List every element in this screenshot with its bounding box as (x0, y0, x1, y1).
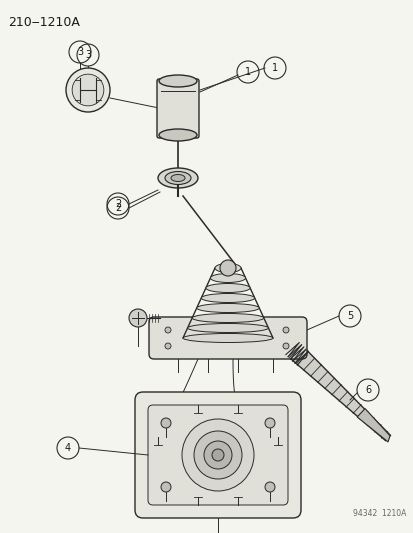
Text: 1: 1 (244, 67, 250, 77)
Text: 2: 2 (114, 203, 121, 213)
FancyBboxPatch shape (157, 79, 199, 138)
Circle shape (282, 343, 288, 349)
Ellipse shape (201, 294, 254, 303)
Circle shape (204, 441, 231, 469)
Circle shape (282, 327, 288, 333)
Ellipse shape (187, 324, 268, 333)
Text: 4: 4 (65, 443, 71, 453)
Circle shape (161, 482, 171, 492)
Circle shape (211, 449, 223, 461)
Circle shape (165, 327, 171, 333)
Circle shape (66, 68, 110, 112)
Ellipse shape (210, 273, 245, 282)
Ellipse shape (159, 129, 197, 141)
FancyBboxPatch shape (147, 405, 287, 505)
Circle shape (182, 419, 254, 491)
Text: 5: 5 (346, 311, 352, 321)
Ellipse shape (165, 172, 190, 184)
FancyBboxPatch shape (149, 317, 306, 359)
Ellipse shape (183, 334, 272, 343)
Circle shape (194, 431, 242, 479)
Polygon shape (356, 409, 389, 442)
Circle shape (161, 418, 171, 428)
Ellipse shape (171, 174, 185, 182)
Circle shape (264, 418, 274, 428)
Ellipse shape (158, 168, 197, 188)
Text: 3: 3 (85, 50, 91, 60)
Text: 1: 1 (271, 63, 278, 73)
Ellipse shape (214, 263, 240, 272)
Text: 2: 2 (114, 199, 121, 209)
Polygon shape (285, 342, 389, 441)
Circle shape (165, 343, 171, 349)
Circle shape (129, 309, 147, 327)
FancyBboxPatch shape (135, 392, 300, 518)
Circle shape (72, 74, 104, 106)
Text: 94342  1210A: 94342 1210A (352, 509, 405, 518)
Text: 3: 3 (77, 47, 83, 57)
Ellipse shape (196, 303, 259, 312)
Ellipse shape (159, 75, 197, 87)
Ellipse shape (205, 284, 249, 293)
Text: 210‒1210A: 210‒1210A (8, 16, 80, 29)
Text: 6: 6 (364, 385, 370, 395)
Ellipse shape (192, 313, 263, 322)
Circle shape (264, 482, 274, 492)
Circle shape (219, 260, 235, 276)
